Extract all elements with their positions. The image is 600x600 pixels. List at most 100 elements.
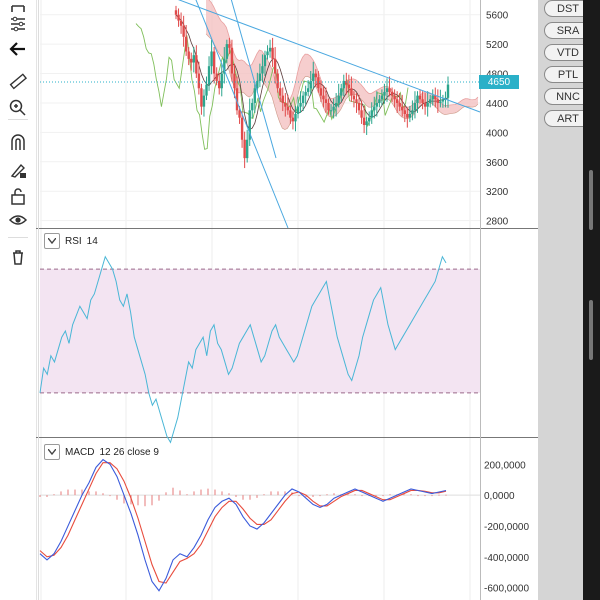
chevron-down-icon [48, 449, 56, 455]
trash-tool[interactable] [6, 245, 30, 269]
candle-body [309, 80, 312, 89]
lock-drawings-tool[interactable] [6, 158, 30, 182]
candle-body [225, 44, 229, 59]
macd-histogram-bar [235, 495, 237, 497]
candle-body [205, 84, 208, 96]
macd-histogram-bar [284, 491, 286, 496]
candle-body [362, 117, 366, 126]
macd-histogram-bar [410, 494, 412, 496]
candle-body [393, 95, 396, 100]
candle-body [439, 101, 442, 103]
candle-body [375, 102, 379, 107]
candle-body [245, 139, 249, 159]
candle-body [365, 121, 368, 126]
candle-body [370, 110, 373, 118]
candle-body [388, 88, 391, 92]
candle-body [179, 20, 183, 26]
trend-line [195, 0, 289, 229]
macd-histogram-bar [88, 491, 90, 496]
macd-histogram-bar [46, 495, 48, 497]
macd-histogram-bar [193, 491, 195, 496]
back-arrow-icon [9, 42, 25, 56]
macd-histogram-bar [53, 494, 55, 496]
macd-histogram-bar [123, 495, 125, 504]
macd-histogram-bar [361, 495, 363, 497]
candle-body [230, 47, 234, 74]
crosshair-tool[interactable] [6, 0, 30, 24]
rsi-collapse-button[interactable] [44, 233, 60, 249]
candle-body [190, 58, 193, 63]
candle-body [220, 73, 223, 89]
candle-body [385, 88, 389, 92]
candle-body [416, 95, 419, 103]
candle-body [279, 88, 282, 96]
candle-body [289, 110, 292, 118]
price-tick-label: 3600 [486, 158, 509, 169]
indicators-icon [11, 16, 25, 32]
candle-body [215, 73, 218, 81]
macd-histogram-bar [305, 495, 307, 497]
rsi-title: RSI [65, 235, 82, 247]
candle-body [235, 88, 239, 111]
eye-tool[interactable] [6, 208, 30, 232]
indicators-tool[interactable] [6, 12, 30, 36]
rsi-band [40, 269, 480, 393]
macd-title: MACD [65, 446, 95, 458]
candle-body [212, 51, 216, 74]
macd-histogram-bar [81, 489, 83, 496]
candle-body [187, 51, 190, 59]
macd-tick-label: 0,0000 [484, 491, 515, 502]
symbol-button-art[interactable]: ART [544, 110, 592, 127]
unlock-icon [11, 188, 25, 205]
chart-canvas[interactable]: 56005200480044004000360032002800200,0000… [36, 0, 538, 600]
symbol-button-ptl[interactable]: PTL [544, 66, 592, 83]
macd-collapse-button[interactable] [44, 444, 60, 460]
candle-body [403, 110, 406, 114]
macd-histogram-bar [256, 495, 258, 498]
macd-histogram-bar [326, 494, 328, 496]
lock-drawings-icon [10, 163, 26, 178]
macd-histogram-bar [221, 491, 223, 496]
symbol-button-sra[interactable]: SRA [544, 22, 592, 39]
candle-body [429, 99, 432, 103]
candle-body [207, 66, 211, 85]
candle-body [291, 117, 295, 122]
macd-histogram-bar [263, 494, 265, 496]
magnet-tool[interactable] [6, 131, 30, 155]
symbol-button-nnc[interactable]: NNC [544, 88, 592, 105]
candle-body [301, 95, 305, 103]
candle-body [401, 106, 404, 111]
macd-histogram-bar [382, 495, 384, 497]
unlock-tool[interactable] [6, 184, 30, 208]
candle-body [373, 106, 376, 111]
macd-histogram-bar [186, 494, 188, 496]
candle-body [251, 102, 254, 111]
ruler-icon [9, 73, 28, 90]
macd-histogram-bar [242, 495, 244, 500]
chart-area[interactable]: 56005200480044004000360032002800200,0000… [36, 0, 538, 600]
candle-body [200, 88, 203, 107]
candle-body [240, 117, 244, 140]
candle-body [337, 95, 340, 103]
candle-body [390, 91, 394, 96]
candle-body [261, 66, 264, 74]
macd-tick-label: 200,0000 [484, 460, 526, 471]
candle-body [352, 95, 356, 100]
candle-body [446, 84, 450, 98]
zoom-tool[interactable] [6, 96, 30, 120]
price-tick-label: 3200 [486, 187, 509, 198]
candle-body [195, 55, 198, 74]
symbol-button-vtd[interactable]: VTD [544, 44, 592, 61]
candle-body [345, 80, 348, 85]
macd-histogram-bar [102, 493, 104, 496]
candle-body [444, 97, 447, 100]
macd-params: 12 26 close 9 [99, 446, 159, 458]
macd-histogram-bar [277, 491, 279, 496]
candle-body [177, 14, 180, 21]
rsi-header: RSI 14 [44, 233, 98, 249]
back-arrow-tool[interactable] [6, 37, 30, 61]
macd-histogram-bar [116, 495, 118, 500]
ruler-tool[interactable] [6, 69, 30, 93]
candle-body [284, 102, 287, 107]
candle-body [434, 95, 437, 100]
